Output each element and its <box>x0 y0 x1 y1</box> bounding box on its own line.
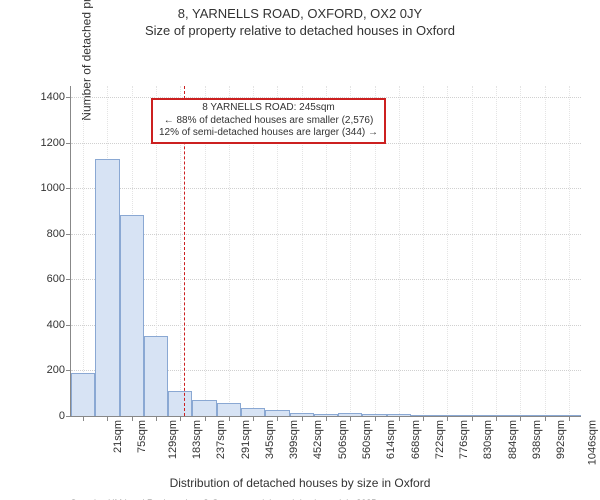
x-tick-mark <box>375 416 376 421</box>
x-tick-label: 399sqm <box>288 420 300 459</box>
gridline-v <box>83 86 84 416</box>
histogram-bar <box>241 408 265 416</box>
x-tick-label: 776sqm <box>458 420 470 459</box>
x-tick-label: 452sqm <box>313 420 325 459</box>
histogram-bar <box>460 415 484 416</box>
histogram-bar <box>95 159 119 416</box>
plot-area: 020040060080010001200140021sqm75sqm129sq… <box>70 86 581 417</box>
x-tick-mark <box>569 416 570 421</box>
gridline-v <box>520 86 521 416</box>
x-tick-mark <box>229 416 230 421</box>
histogram-bar <box>508 415 532 416</box>
histogram-bar <box>265 410 289 416</box>
x-tick-mark <box>520 416 521 421</box>
x-tick-label: 183sqm <box>191 420 203 459</box>
histogram-bar <box>144 336 168 416</box>
y-tick-label: 1200 <box>41 137 71 149</box>
x-tick-mark <box>156 416 157 421</box>
x-tick-label: 129sqm <box>167 420 179 459</box>
histogram-bar <box>120 215 144 416</box>
gridline-v <box>569 86 570 416</box>
annotation-line: 8 YARNELLS ROAD: 245sqm <box>159 102 378 115</box>
x-tick-mark <box>496 416 497 421</box>
x-tick-label: 668sqm <box>410 420 422 459</box>
x-tick-label: 75sqm <box>136 420 148 453</box>
x-tick-label: 21sqm <box>112 420 124 453</box>
x-tick-mark <box>423 416 424 421</box>
histogram-bar <box>71 373 95 416</box>
histogram-bar <box>435 415 459 416</box>
x-tick-mark <box>180 416 181 421</box>
x-tick-label: 722sqm <box>434 420 446 459</box>
x-tick-label: 560sqm <box>361 420 373 459</box>
x-tick-mark <box>277 416 278 421</box>
y-tick-label: 200 <box>47 364 71 376</box>
histogram-bar <box>217 403 241 416</box>
histogram-bar <box>338 413 362 416</box>
gridline-v <box>399 86 400 416</box>
histogram-bar <box>362 414 386 416</box>
y-tick-label: 400 <box>47 319 71 331</box>
annotation-box: 8 YARNELLS ROAD: 245sqm← 88% of detached… <box>151 98 386 144</box>
x-tick-mark <box>399 416 400 421</box>
x-tick-label: 830sqm <box>483 420 495 459</box>
histogram-bar <box>387 414 411 416</box>
x-axis-label: Distribution of detached houses by size … <box>0 476 600 490</box>
x-tick-mark <box>326 416 327 421</box>
x-tick-label: 506sqm <box>337 420 349 459</box>
gridline-v <box>472 86 473 416</box>
annotation-line: ← 88% of detached houses are smaller (2,… <box>159 115 378 128</box>
x-tick-label: 345sqm <box>264 420 276 459</box>
x-tick-mark <box>253 416 254 421</box>
x-tick-label: 992sqm <box>555 420 567 459</box>
x-tick-mark <box>447 416 448 421</box>
x-tick-mark <box>545 416 546 421</box>
y-tick-label: 0 <box>59 410 71 422</box>
x-tick-mark <box>83 416 84 421</box>
y-tick-label: 1000 <box>41 182 71 194</box>
y-tick-label: 800 <box>47 228 71 240</box>
histogram-bar <box>290 413 314 416</box>
histogram-bar <box>411 415 435 416</box>
gridline-v <box>447 86 448 416</box>
histogram-bar <box>168 391 192 416</box>
y-tick-label: 1400 <box>41 91 71 103</box>
x-tick-label: 1046sqm <box>586 420 598 465</box>
x-tick-mark <box>205 416 206 421</box>
histogram-bar <box>314 414 338 416</box>
y-tick-label: 600 <box>47 273 71 285</box>
x-tick-mark <box>107 416 108 421</box>
x-tick-label: 614sqm <box>385 420 397 459</box>
gridline-v <box>545 86 546 416</box>
x-tick-mark <box>350 416 351 421</box>
histogram-bar <box>484 415 508 416</box>
x-tick-mark <box>132 416 133 421</box>
x-tick-label: 938sqm <box>531 420 543 459</box>
annotation-line: 12% of semi-detached houses are larger (… <box>159 127 378 140</box>
gridline-v <box>496 86 497 416</box>
histogram-bar <box>192 400 216 416</box>
x-tick-label: 237sqm <box>215 420 227 459</box>
histogram-bar <box>557 415 581 416</box>
x-tick-label: 884sqm <box>507 420 519 459</box>
gridline-v <box>423 86 424 416</box>
histogram-bar <box>532 415 556 416</box>
x-tick-label: 291sqm <box>240 420 252 459</box>
x-tick-mark <box>302 416 303 421</box>
x-tick-mark <box>472 416 473 421</box>
